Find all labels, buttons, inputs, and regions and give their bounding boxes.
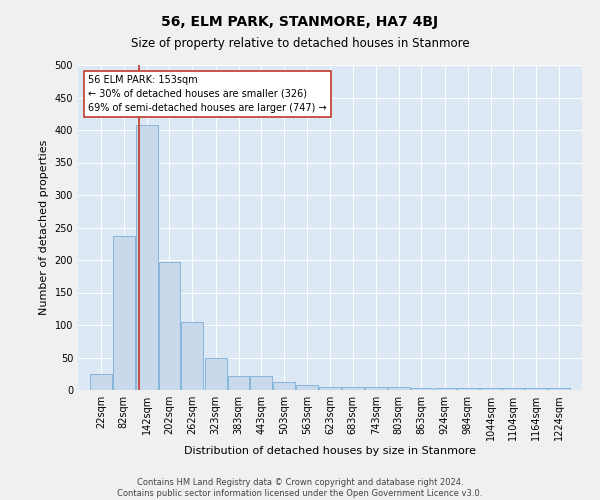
Bar — [250, 376, 272, 390]
Bar — [205, 358, 227, 390]
Bar — [434, 388, 456, 390]
Bar — [548, 388, 570, 390]
Bar — [502, 388, 524, 390]
Bar — [525, 388, 547, 390]
Bar — [319, 387, 341, 390]
Y-axis label: Number of detached properties: Number of detached properties — [39, 140, 49, 315]
Bar — [365, 387, 387, 390]
Text: Contains HM Land Registry data © Crown copyright and database right 2024.
Contai: Contains HM Land Registry data © Crown c… — [118, 478, 482, 498]
Bar — [158, 262, 181, 390]
Bar — [410, 388, 433, 390]
Text: 56, ELM PARK, STANMORE, HA7 4BJ: 56, ELM PARK, STANMORE, HA7 4BJ — [161, 15, 439, 29]
Bar — [273, 382, 295, 390]
Text: Size of property relative to detached houses in Stanmore: Size of property relative to detached ho… — [131, 38, 469, 51]
Text: 56 ELM PARK: 153sqm
← 30% of detached houses are smaller (326)
69% of semi-detac: 56 ELM PARK: 153sqm ← 30% of detached ho… — [88, 74, 327, 113]
Bar — [90, 374, 112, 390]
Bar — [113, 236, 135, 390]
Bar — [457, 388, 479, 390]
Bar — [479, 388, 502, 390]
Bar — [227, 376, 250, 390]
Bar — [136, 126, 158, 390]
Bar — [388, 387, 410, 390]
X-axis label: Distribution of detached houses by size in Stanmore: Distribution of detached houses by size … — [184, 446, 476, 456]
Bar — [296, 385, 318, 390]
Bar — [342, 387, 364, 390]
Bar — [181, 322, 203, 390]
